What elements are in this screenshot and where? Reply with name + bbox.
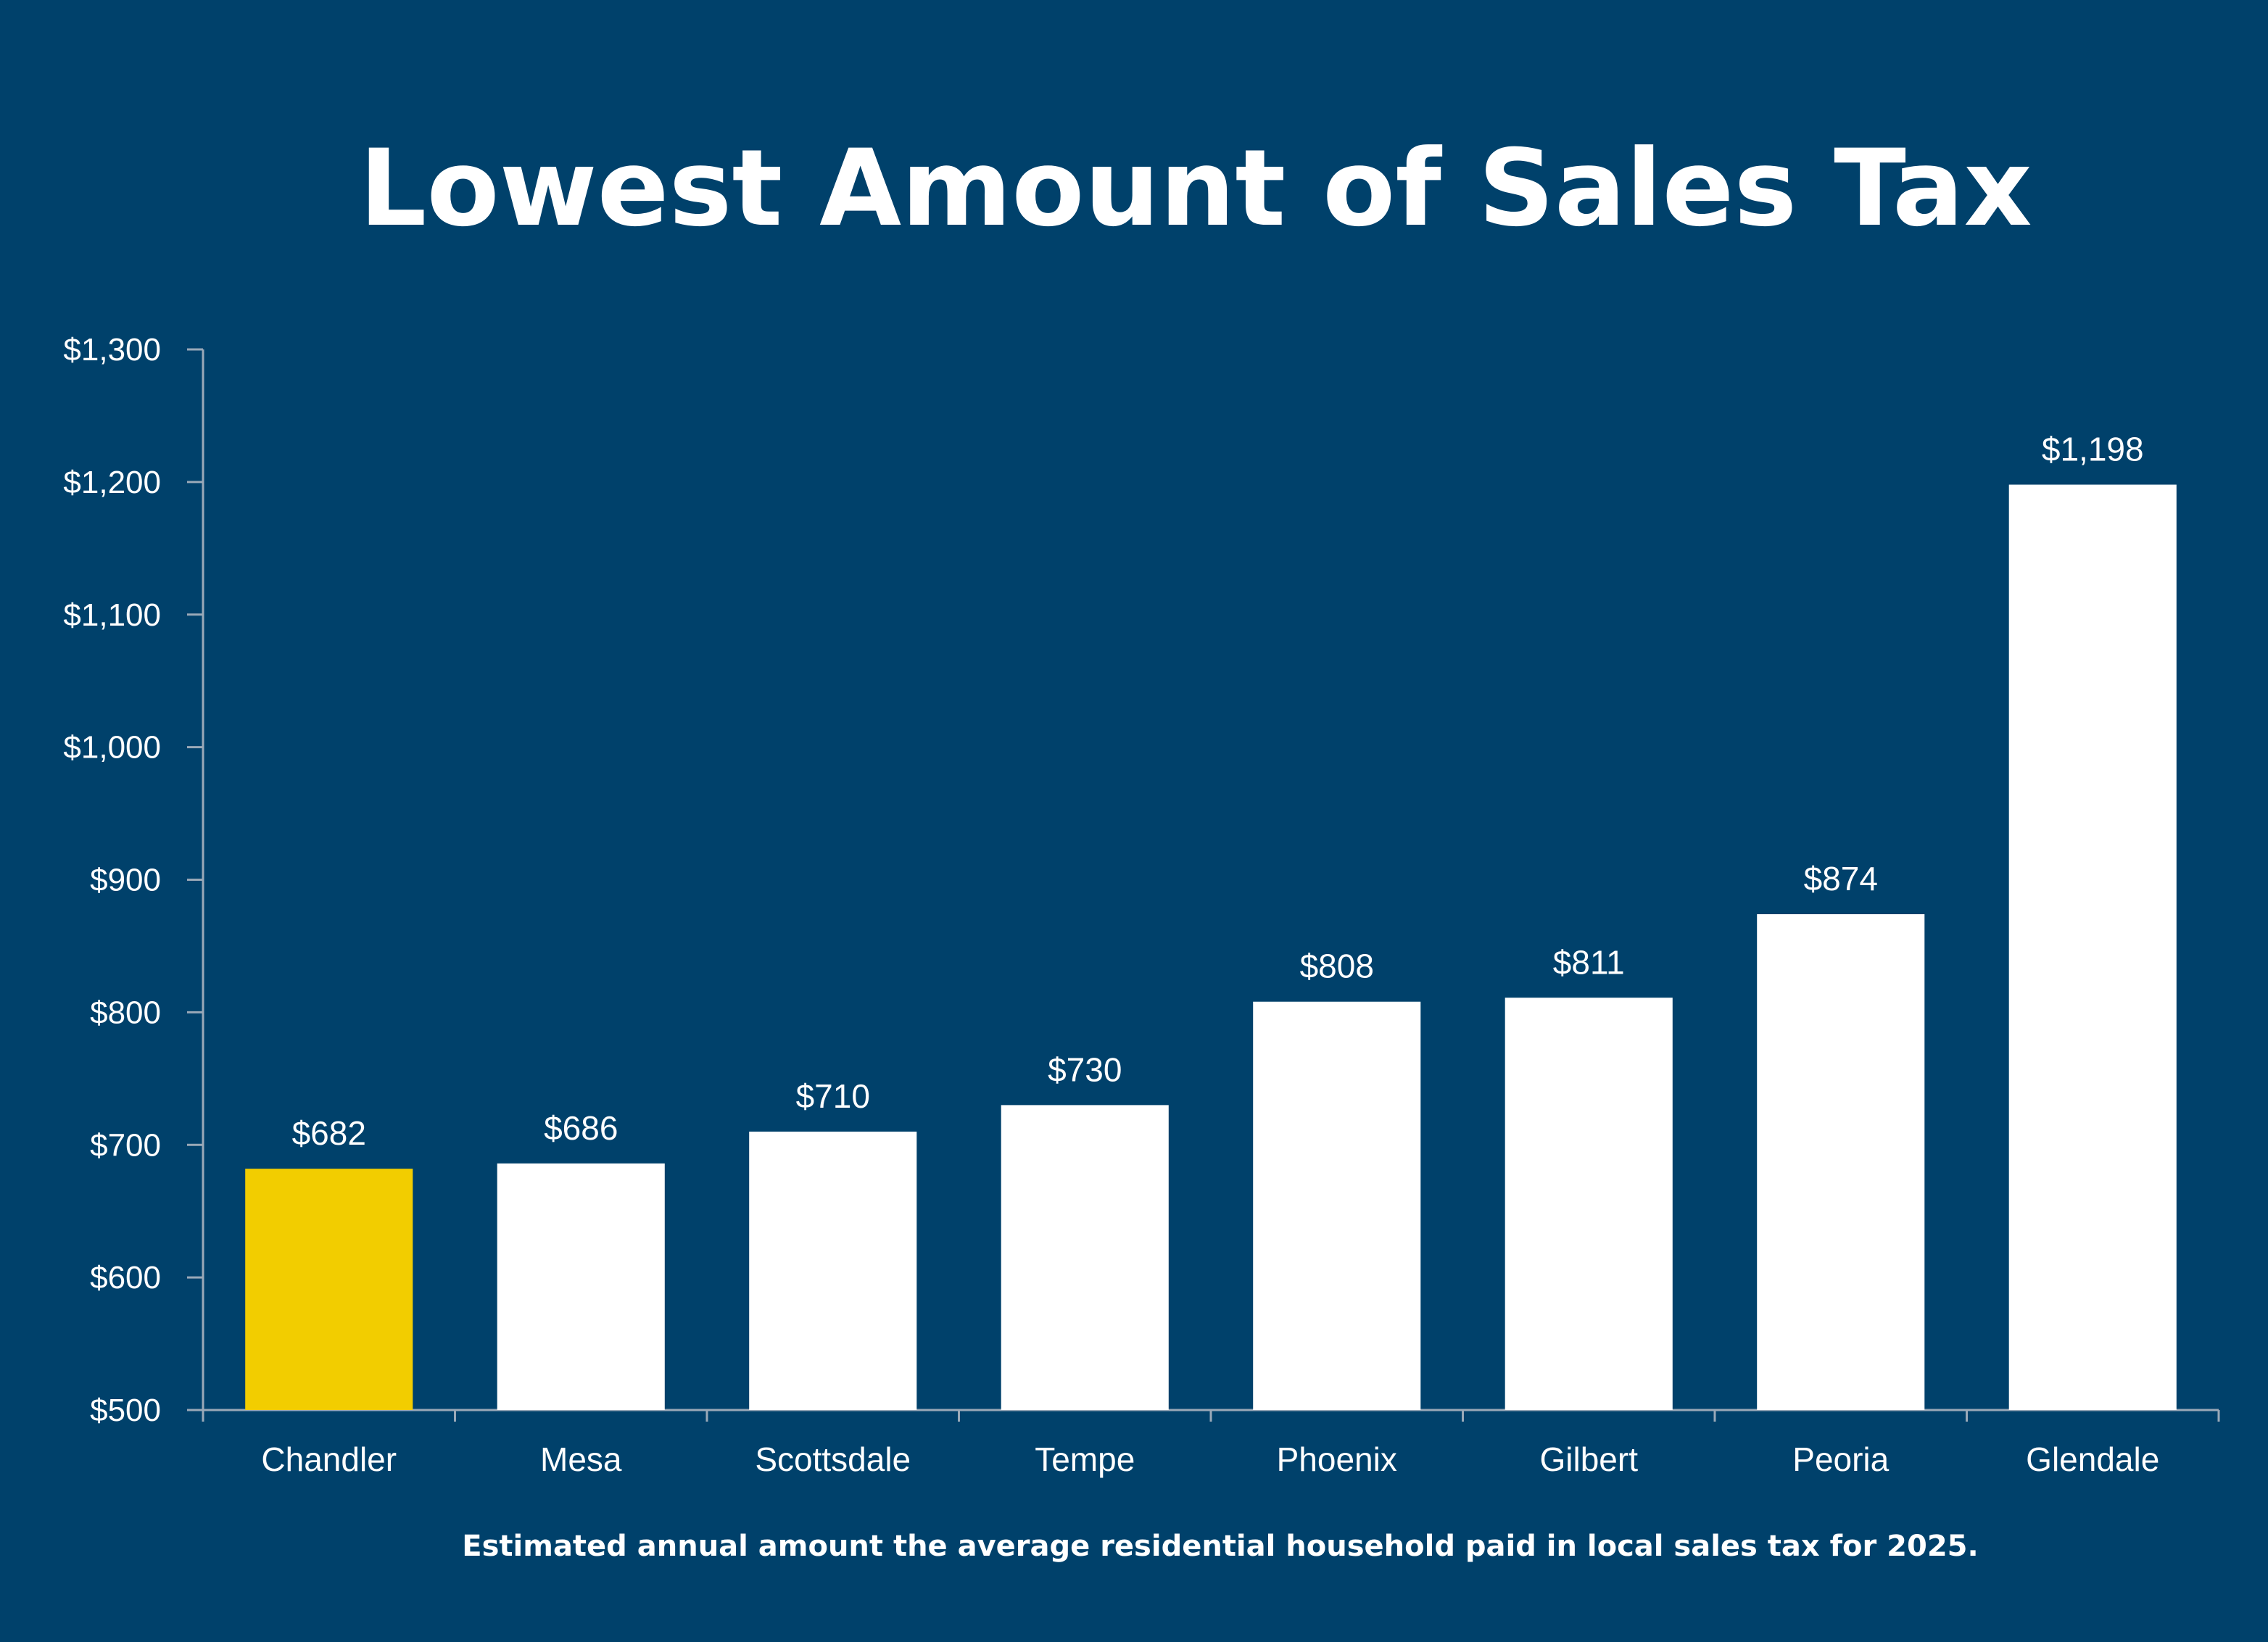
x-tick-label: Scottsdale [755, 1440, 911, 1478]
x-tick-label: Mesa [540, 1440, 622, 1478]
y-tick-label: $1,100 [63, 597, 161, 633]
data-label-gilbert: $811 [1553, 943, 1625, 981]
data-label-scottsdale: $710 [796, 1077, 870, 1115]
bar-mesa [497, 1163, 665, 1410]
data-label-peoria: $874 [1804, 860, 1878, 897]
bar-gilbert [1505, 998, 1673, 1410]
x-tick-label: Gilbert [1540, 1440, 1639, 1478]
chart-caption: Estimated annual amount the average resi… [462, 1530, 1978, 1563]
bar-glendale [2008, 484, 2177, 1410]
y-tick-label: $800 [90, 995, 161, 1030]
x-axis: Chandler Mesa Scottsdale Tempe Phoenix Gilber… [202, 1409, 2220, 1478]
y-tick-label: $500 [90, 1393, 161, 1428]
y-tick-label: $1,300 [63, 332, 161, 368]
bar-scottsdale [749, 1131, 917, 1410]
x-tick-label: Phoenix [1277, 1440, 1397, 1478]
bar-tempe [1001, 1105, 1169, 1410]
x-tick-label: Tempe [1035, 1440, 1135, 1478]
data-labels: $682 $686 $710 $730 $808 $811 $874 $1,198 [292, 431, 2144, 1153]
x-tick-label: Peoria [1792, 1440, 1889, 1478]
bar-peoria [1757, 914, 1925, 1410]
data-label-phoenix: $808 [1300, 948, 1374, 985]
chart-title: Lowest Amount of Sales Tax [359, 127, 2032, 250]
y-tick-label: $700 [90, 1127, 161, 1163]
y-tick-label: $1,200 [63, 465, 161, 500]
y-tick-label: $1,000 [63, 730, 161, 766]
data-label-tempe: $730 [1048, 1050, 1122, 1088]
y-axis: $500 $600 $700 $800 $900 $1,000 $1,100 $1,200 $1… [63, 332, 204, 1428]
bars [245, 484, 2177, 1410]
data-label-chandler: $682 [292, 1114, 366, 1152]
data-label-glendale: $1,198 [2042, 431, 2144, 468]
bar-phoenix [1253, 1001, 1421, 1410]
bar-chandler [245, 1169, 413, 1410]
x-tick-label: Chandler [261, 1440, 397, 1478]
y-tick-label: $600 [90, 1260, 161, 1295]
data-label-mesa: $686 [544, 1109, 618, 1147]
y-tick-label: $900 [90, 863, 161, 898]
x-tick-label: Glendale [2026, 1440, 2159, 1478]
